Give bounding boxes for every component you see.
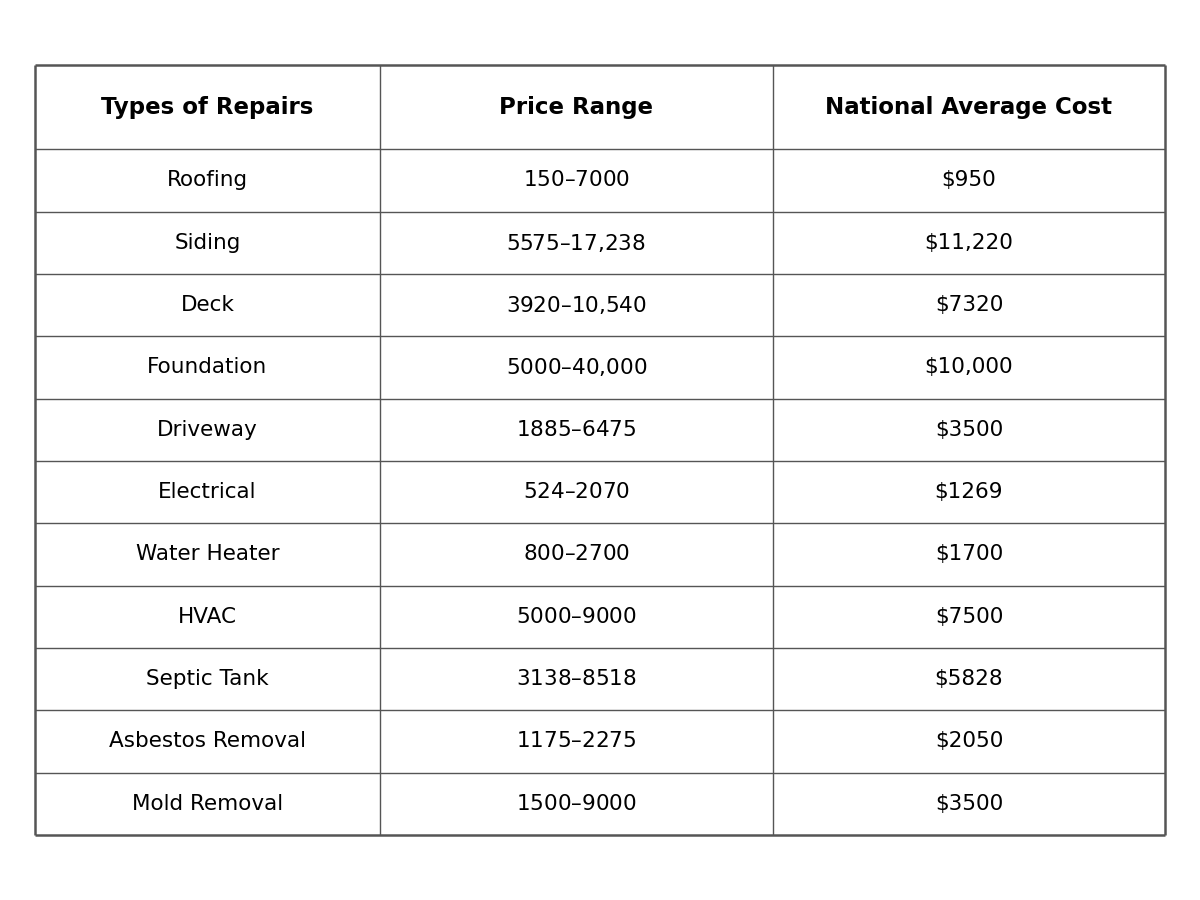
Text: $950: $950 (942, 170, 996, 190)
Text: $150 – $7000: $150 – $7000 (523, 170, 630, 190)
Text: $7320: $7320 (935, 295, 1003, 315)
Text: $5828: $5828 (935, 669, 1003, 689)
Text: HVAC: HVAC (178, 607, 236, 626)
Text: $3500: $3500 (935, 794, 1003, 814)
Text: $1500 – $9000: $1500 – $9000 (516, 794, 637, 814)
Text: $1885 – $6475: $1885 – $6475 (516, 419, 636, 440)
Text: $1269: $1269 (935, 482, 1003, 502)
Text: $11,220: $11,220 (924, 233, 1013, 253)
Text: National Average Cost: National Average Cost (826, 95, 1112, 119)
Text: Foundation: Foundation (148, 357, 268, 377)
Text: Roofing: Roofing (167, 170, 248, 190)
Text: $3138 – $8518: $3138 – $8518 (516, 669, 637, 689)
Text: Price Range: Price Range (499, 95, 653, 119)
Text: Electrical: Electrical (158, 482, 257, 502)
Text: $7500: $7500 (935, 607, 1003, 626)
Text: Water Heater: Water Heater (136, 544, 280, 564)
Text: $800 – $2700: $800 – $2700 (523, 544, 630, 564)
Text: $10,000: $10,000 (925, 357, 1013, 377)
Text: $2050: $2050 (935, 732, 1003, 752)
Text: $5000 – $40,000: $5000 – $40,000 (505, 356, 647, 378)
Text: $524 – $2070: $524 – $2070 (523, 482, 630, 502)
Text: $1175 – $2275: $1175 – $2275 (516, 732, 636, 752)
Text: $5575 – $17,238: $5575 – $17,238 (506, 231, 646, 254)
Text: Types of Repairs: Types of Repairs (101, 95, 313, 119)
Text: Septic Tank: Septic Tank (146, 669, 269, 689)
Text: $3920 – $10,540: $3920 – $10,540 (506, 294, 647, 316)
Text: $1700: $1700 (935, 544, 1003, 564)
Text: $5000 – $9000: $5000 – $9000 (516, 607, 637, 626)
Text: Driveway: Driveway (157, 419, 258, 440)
Text: Asbestos Removal: Asbestos Removal (109, 732, 306, 752)
Text: Deck: Deck (180, 295, 234, 315)
Text: $3500: $3500 (935, 419, 1003, 440)
Text: Mold Removal: Mold Removal (132, 794, 283, 814)
Text: Siding: Siding (174, 233, 240, 253)
